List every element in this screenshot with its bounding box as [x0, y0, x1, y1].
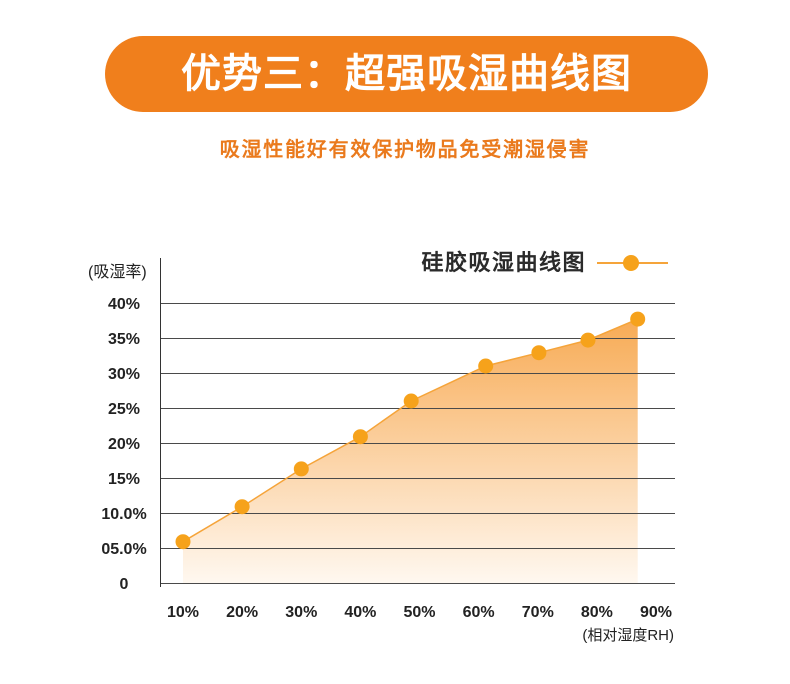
- y-axis-label: (吸湿率): [88, 264, 147, 281]
- x-tick-label: 10%: [167, 604, 199, 621]
- x-tick-labels: 10% 20% 30% 40% 50% 60% 70% 80% 90%: [167, 604, 672, 621]
- y-tick-label: 15%: [108, 471, 140, 488]
- x-tick-label: 50%: [403, 604, 435, 621]
- y-tick-label: 05.0%: [101, 541, 146, 558]
- x-tick-label: 60%: [463, 604, 495, 621]
- data-point: [478, 358, 494, 374]
- y-tick-label: 30%: [108, 366, 140, 383]
- section-subtitle: 吸湿性能好有效保护物品免受潮湿侵害: [219, 139, 591, 161]
- x-tick-label: 30%: [285, 604, 317, 621]
- data-point: [531, 345, 547, 361]
- section-banner: 优势三：超强吸湿曲线图: [105, 36, 708, 112]
- y-tick-label: 0: [120, 576, 129, 593]
- area-fill: [183, 319, 638, 583]
- legend-marker: [597, 255, 668, 271]
- y-tick-label: 25%: [108, 401, 140, 418]
- y-tick-labels: 40% 35% 30% 25% 20% 15% 10.0% 05.0% 0: [101, 296, 146, 593]
- legend-label: 硅胶吸湿曲线图: [421, 250, 586, 275]
- x-tick-label: 20%: [226, 604, 258, 621]
- gridlines: [160, 303, 675, 584]
- data-point: [175, 534, 191, 550]
- data-point: [352, 429, 368, 445]
- data-point: [580, 332, 596, 348]
- data-point: [293, 461, 309, 477]
- data-point: [234, 499, 250, 515]
- legend-dot: [623, 255, 639, 271]
- x-tick-label: 70%: [522, 604, 554, 621]
- data-point: [403, 393, 419, 409]
- y-tick-label: 35%: [108, 331, 140, 348]
- banner-title: 优势三：超强吸湿曲线图: [181, 52, 632, 96]
- data-point: [630, 311, 646, 327]
- x-tick-label: 40%: [344, 604, 376, 621]
- y-tick-label: 40%: [108, 296, 140, 313]
- x-axis-label: (相对湿度RH): [582, 627, 674, 644]
- y-tick-label: 10.0%: [101, 506, 146, 523]
- y-tick-label: 20%: [108, 436, 140, 453]
- x-tick-label: 80%: [581, 604, 613, 621]
- x-tick-label: 90%: [640, 604, 672, 621]
- data-points: [175, 311, 646, 550]
